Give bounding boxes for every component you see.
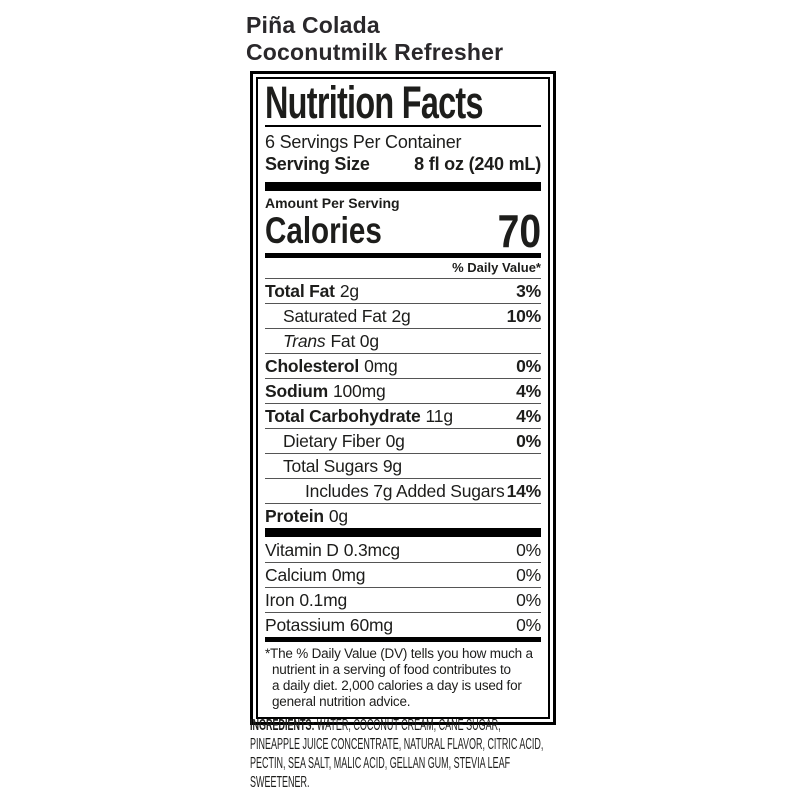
ingredients-line: PINEAPPLE JUICE CONCENTRATE, NATURAL FLA… xyxy=(250,736,544,753)
nutrient-name: Total Sugars xyxy=(283,456,378,476)
nutrient-row: Sodium 100mg 4% xyxy=(265,378,541,403)
title-divider xyxy=(265,125,541,127)
nutrient-amount: 0g xyxy=(385,431,405,451)
nutrient-dv: 3% xyxy=(516,281,541,301)
serving-size-value: 8 fl oz (240 mL) xyxy=(414,154,541,174)
serving-size-row: Serving Size 8 fl oz (240 mL) xyxy=(265,153,541,176)
vitamin-amount: 0.1mg xyxy=(299,590,347,610)
nutrient-amount: Fat 0g xyxy=(330,331,379,351)
product-title: Piña Colada Coconutmilk Refresher xyxy=(246,12,503,66)
vitamin-amount: 0.3mcg xyxy=(343,539,400,560)
ingredients-label: INGREDIENTS: xyxy=(250,717,315,734)
vitamin-name: Potassium xyxy=(265,615,345,635)
nutrient-amount: 9g xyxy=(382,456,402,476)
ingredients-section: INGREDIENTS: WATER, COCONUT CREAM, CANE … xyxy=(250,716,756,792)
nutrient-dv: 0% xyxy=(516,431,541,451)
ingredients-line: INGREDIENTS: WATER, COCONUT CREAM, CANE … xyxy=(250,716,543,735)
daily-value-header: % Daily Value* xyxy=(452,260,541,275)
calories-value: 70 xyxy=(497,205,541,257)
thick-bar-top xyxy=(265,182,541,191)
vitamin-name: Calcium xyxy=(265,565,327,585)
vitamin-name: Vitamin D xyxy=(265,539,339,560)
vitamin-dv: 0% xyxy=(516,565,541,585)
nutrient-row: Total Fat 2g 3% xyxy=(265,278,541,303)
vitamin-name: Iron xyxy=(265,590,295,610)
ingredients-text: WATER, COCONUT CREAM, CANE SUGAR, xyxy=(316,717,501,734)
footnote-line: nutrient in a serving of food contribute… xyxy=(272,662,511,677)
nutrition-facts-title-wrap: Nutrition Facts xyxy=(265,77,541,128)
vitamin-dv: 0% xyxy=(516,615,541,635)
ingredients-line: SWEETENER. xyxy=(250,774,310,791)
calories-label: Calories xyxy=(265,210,382,251)
nutrient-name: Sodium xyxy=(265,381,328,401)
vitamin-dv: 0% xyxy=(516,590,541,610)
nutrient-dv: 4% xyxy=(516,381,541,401)
nutrient-row: Total Sugars 9g xyxy=(265,453,541,478)
nutrient-dv: 4% xyxy=(516,406,541,426)
nutrient-row: Protein 0g xyxy=(265,503,541,528)
servings-per-container: 6 Servings Per Container xyxy=(265,132,462,152)
nutrient-row: Cholesterol 0mg 0% xyxy=(265,353,541,378)
calories-row: Calories 70 xyxy=(265,205,541,257)
nutrient-amount: 11g xyxy=(425,406,454,426)
nutrient-row: Includes 7g Added Sugars 14% xyxy=(265,478,541,503)
nutrient-name: Dietary Fiber xyxy=(283,431,381,451)
serving-size-label: Serving Size xyxy=(265,154,370,174)
nutrient-amount: 100mg xyxy=(332,381,386,401)
nutrient-amount: 2g xyxy=(391,306,411,326)
nutrient-name: Total Carbohydrate xyxy=(265,406,421,426)
vitamin-dv: 0% xyxy=(516,539,541,560)
product-title-line1: Piña Colada xyxy=(246,12,380,38)
nutrient-name: Includes 7g Added Sugars xyxy=(305,481,505,501)
footnote-line: general nutrition advice. xyxy=(272,694,411,709)
vitamin-amount: 60mg xyxy=(349,615,393,635)
nutrient-row: Saturated Fat 2g 10% xyxy=(265,303,541,328)
nutrition-facts-inner: Nutrition Facts 6 Servings Per Container… xyxy=(256,77,550,719)
vitamin-rows: Vitamin D 0.3mcg 0% Calcium 0mg 0% Iron 0.1… xyxy=(265,537,541,637)
product-title-line2: Coconutmilk Refresher xyxy=(246,39,504,65)
medium-bar-calories xyxy=(265,253,541,258)
nutrient-dv: 0% xyxy=(516,356,541,376)
nutrition-facts-title: Nutrition Facts xyxy=(265,77,484,128)
daily-value-footnote: *The % Daily Value (DV) tells you how mu… xyxy=(265,646,541,710)
nutrient-amount: 0g xyxy=(328,506,348,526)
vitamin-row: Calcium 0mg 0% xyxy=(265,562,541,587)
vitamin-row: Vitamin D 0.3mcg 0% xyxy=(265,537,541,562)
nutrient-row: Dietary Fiber 0g 0% xyxy=(265,428,541,453)
nutrient-name: Protein xyxy=(265,506,324,526)
nutrient-rows: Total Fat 2g 3% Saturated Fat 2g 10% Trans… xyxy=(265,278,541,528)
nutrient-row: Total Carbohydrate 11g 4% xyxy=(265,403,541,428)
nutrient-name: Saturated Fat xyxy=(283,306,387,326)
nutrient-row: Trans Fat 0g xyxy=(265,328,541,353)
nutrient-name: Trans xyxy=(283,331,326,351)
nutrient-dv: 14% xyxy=(506,481,542,501)
footnote-line: a daily diet. 2,000 calories a day is us… xyxy=(272,678,522,693)
vitamin-row: Iron 0.1mg 0% xyxy=(265,587,541,612)
footnote-line: *The % Daily Value (DV) tells you how mu… xyxy=(265,646,533,661)
nutrient-amount: 2g xyxy=(339,281,359,301)
nutrient-dv: 10% xyxy=(506,306,542,326)
amount-per-serving-label: Amount Per Serving xyxy=(265,195,400,211)
nutrient-amount: 0mg xyxy=(364,356,398,376)
nutrient-name: Total Fat xyxy=(265,281,335,301)
thick-bar-protein xyxy=(265,528,541,537)
vitamin-amount: 0mg xyxy=(331,565,366,585)
nutrient-name: Cholesterol xyxy=(265,356,360,376)
medium-bar-vitamins xyxy=(265,637,541,642)
ingredients-line: PECTIN, SEA SALT, MALIC ACID, GELLAN GUM… xyxy=(250,755,511,772)
vitamin-row: Potassium 60mg 0% xyxy=(265,612,541,637)
nutrition-facts-label: Nutrition Facts 6 Servings Per Container… xyxy=(250,71,556,725)
